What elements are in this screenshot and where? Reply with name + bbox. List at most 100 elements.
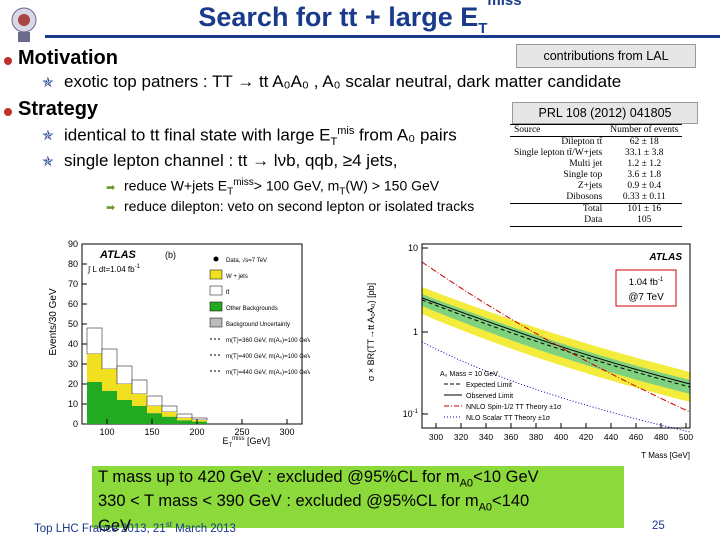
other-bkg-bar [132,406,147,424]
cross-section-limit-plot: σ × BR(TT→tt A₀A₀) [pb] 10 1 10-1 300 320 34… [366,243,693,460]
wjets-bar [117,384,132,400]
star-bullet-icon: ✯ [42,127,54,143]
x-tick-label: 500 [679,432,693,442]
table-row: Total 101 ± 16 [510,203,683,215]
other-bkg-bar [192,421,207,424]
x-tick-label: 320 [454,432,468,442]
legend-label: Other Backgrounds [226,306,278,312]
legend-swatch [209,301,223,312]
x-tick-label: 380 [529,432,543,442]
legend-label: m(T)=440 GeV, m(A₀)=100 GeV [226,370,310,376]
table-cell: Dilepton tt̄ [561,137,603,147]
other-bkg-bar [117,400,132,424]
strategy-sub-1: reduce W+jets ETmiss> 100 GeV, mT(W) > 1… [124,177,440,198]
x-tick-label: 400 [554,432,568,442]
y-tick-label: 60 [68,299,78,309]
x-tick-label: 300 [429,432,443,442]
x-tick-label: 340 [479,432,493,442]
legend-marker [213,256,219,262]
x-tick-label: 360 [504,432,518,442]
table-row: Single top 3.6 ± 1.8 [510,170,682,181]
x-tick-label: 480 [654,432,668,442]
legend-swatch [209,285,223,296]
legend-label: m(T)=360 GeV, m(A₀)=100 GeV [226,338,310,344]
conclusion-line-2: 330 < T mass < 390 GeV : excluded @95%CL… [98,492,530,514]
lumi-note-box [615,269,677,307]
x-tick-label: 200 [189,427,204,437]
table-header: Number of events [606,124,683,137]
y-tick-label: 10 [408,243,418,253]
x-tick-label: 100 [99,427,114,437]
table-cell: Z+jets [577,181,603,191]
x-tick-label: 420 [579,432,593,442]
strategy-heading: Strategy [18,98,99,120]
table-cell: 0.9 ± 0.4 [627,181,662,191]
slide-title: Search for tt + large ETmiss [198,0,522,37]
ttbar-bar [146,395,163,407]
arrow-bullet-icon: ➡ [106,202,116,214]
one-sigma-band [422,294,690,394]
conclusion-line-3: GeV [98,516,132,535]
star-bullet-icon: ✯ [42,153,54,169]
legend-label: W + jets [226,274,248,280]
left-xlabel: ETmiss [GeV] [222,436,270,447]
y-tick-label: 70 [68,279,78,289]
footer-conference: Top LHC France 2013, 21st March 2013 [34,520,236,535]
ttbar-bar [86,327,103,355]
other-bkg-bar [177,420,192,424]
x-tick-label: 300 [279,427,294,437]
table-cell: 101 ± 16 [606,203,683,215]
bullet-icon [4,57,12,65]
y-tick-label: 20 [68,379,78,389]
arrow-bullet-icon: ➡ [106,182,116,194]
legend-label: m(T)=400 GeV, m(A₀)=100 GeV [226,354,310,360]
table-cell: 62 ± 18 [629,137,659,147]
legend-swatch [209,269,223,280]
wjets-bar [87,354,102,382]
table-cell: Data [510,215,607,227]
expected-limit-line [421,299,691,388]
table-row: Dibosons 0.33 ± 0.11 [510,192,682,204]
y-tick-label: 10-1 [403,409,419,419]
wjets-bar [132,394,147,406]
left-atlas-label: ATLAS [99,249,137,261]
table-cell: 1.2 ± 1.2 [627,159,662,169]
strategy-line-2: single lepton channel : tt → lνb, qqb, ≥… [64,151,398,170]
y-tick-label: 50 [68,319,78,329]
table-cell: 0.33 ± 0.11 [622,192,666,202]
legend-label: NNLO Spin-1/2 TT Theory ±1σ [466,404,562,411]
table-cell: Dibosons [566,192,603,202]
lal-contributions-box: contributions from LAL [516,44,696,68]
legend-swatch [209,317,223,328]
right-atlas-label: ATLAS [648,252,682,263]
other-bkg-bar [102,391,117,424]
left-panel-label: (b) [165,250,176,260]
right-plot-frame [421,243,691,429]
strategy-line-1: identical to tt final state with large E… [64,125,457,149]
table-header: Source [510,124,607,137]
nlo-theory-line [421,341,691,433]
y-tick-label: 0 [73,419,78,429]
motivation-heading: Motivation [18,47,118,69]
legend-label: Background Uncertainty [226,322,290,328]
x-tick-label: 440 [604,432,618,442]
right-ylabel: σ × BR(TT→tt A₀A₀) [pb] [366,283,376,381]
legend-label: Data, √s=7 TeV [226,257,267,264]
ttbar-bar [191,417,208,421]
table-row: Data 105 [510,215,683,227]
left-lumi-label: ∫ L dt=1.04 fb-1 [87,264,141,274]
y-tick-label: 90 [68,239,78,249]
lal-logo [11,7,37,42]
motivation-line: exotic top patners : TT → tt A₀A₀ , A₀ s… [64,72,622,91]
conclusion-box: T mass up to 420 GeV : excluded @95%CL f… [92,466,624,535]
table-row: Dilepton tt̄ 62 ± 18 [510,137,682,149]
y-tick-label: 30 [68,359,78,369]
y-tick-label: 40 [68,339,78,349]
x-tick-label: 150 [144,427,159,437]
table-cell: 3.6 ± 1.8 [627,170,662,180]
legend-label: Expected Limit [466,382,512,389]
table-row: Single lepton tt̄/W+jets 33.1 ± 3.8 [510,148,682,159]
table-cell: Single top [563,170,603,180]
nnlo-theory-line [421,261,691,413]
ttbar-bar [161,405,178,413]
